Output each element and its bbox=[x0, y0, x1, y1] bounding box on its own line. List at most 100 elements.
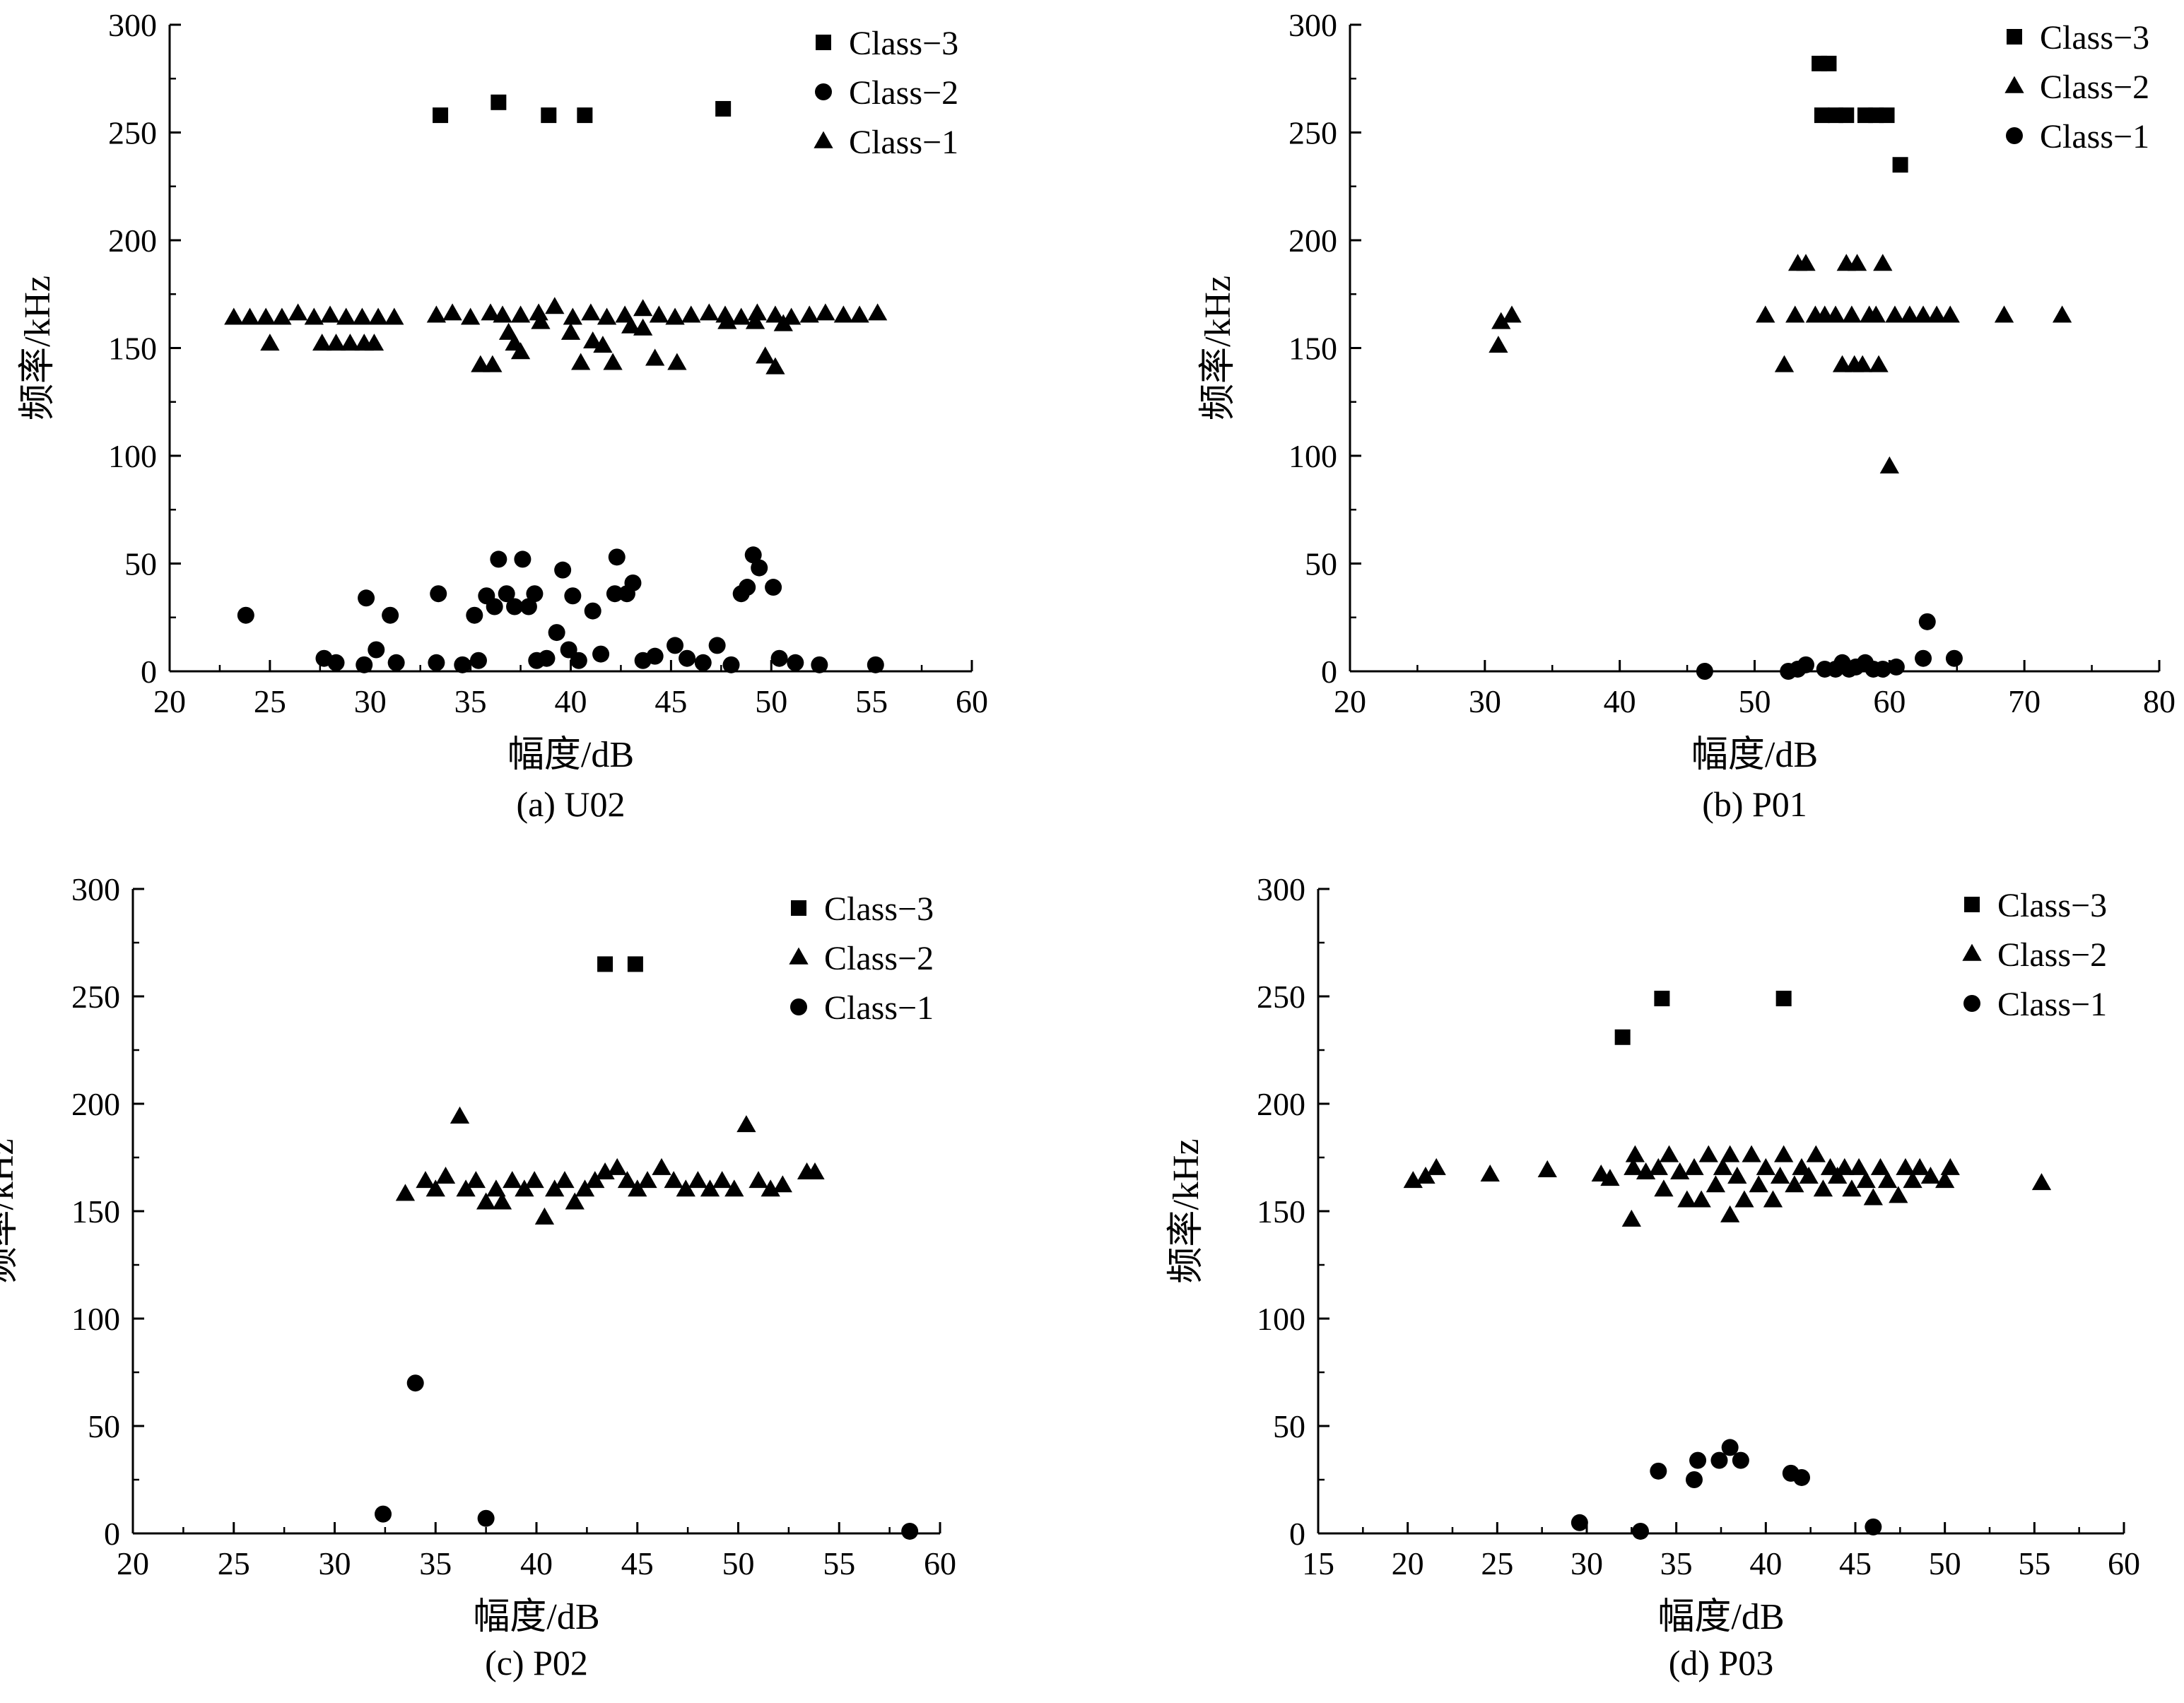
x-tick-label: 35 bbox=[419, 1545, 452, 1581]
data-point-triangle bbox=[652, 1157, 671, 1175]
data-point-square bbox=[433, 107, 449, 124]
data-point-triangle bbox=[1625, 1145, 1645, 1162]
x-tick-label: 20 bbox=[117, 1545, 149, 1581]
data-point-triangle bbox=[493, 305, 512, 323]
data-point-triangle bbox=[2052, 305, 2072, 323]
data-point-triangle bbox=[1785, 305, 1805, 323]
data-point-triangle bbox=[531, 312, 551, 329]
data-point-triangle bbox=[529, 303, 548, 321]
data-point-triangle bbox=[1770, 1167, 1790, 1184]
data-point-circle bbox=[694, 654, 712, 671]
x-tick-label: 20 bbox=[153, 683, 186, 719]
data-point-triangle bbox=[665, 307, 685, 325]
data-point-circle bbox=[1915, 649, 1932, 667]
data-point-triangle bbox=[1670, 1162, 1690, 1179]
data-point-circle bbox=[466, 606, 483, 624]
data-point-circle bbox=[1689, 1451, 1707, 1469]
data-point-triangle bbox=[1900, 305, 1920, 323]
x-tick-label: 55 bbox=[823, 1545, 855, 1581]
data-point-circle bbox=[592, 645, 610, 663]
y-tick-label: 100 bbox=[1288, 438, 1337, 474]
x-axis-title: 幅度/dB bbox=[473, 1597, 599, 1637]
data-point-triangle bbox=[1621, 1209, 1641, 1227]
data-point-square bbox=[1814, 107, 1830, 124]
data-point-triangle bbox=[1684, 1157, 1704, 1175]
data-point-triangle bbox=[384, 307, 404, 325]
data-point-triangle bbox=[476, 1192, 496, 1210]
data-point-triangle bbox=[621, 316, 641, 334]
data-point-circle bbox=[406, 1374, 424, 1392]
x-tick-label: 45 bbox=[654, 683, 687, 719]
data-point-triangle bbox=[336, 307, 356, 325]
data-point-circle bbox=[1696, 663, 1713, 680]
series-square bbox=[1614, 991, 1792, 1045]
data-point-circle bbox=[751, 559, 768, 577]
data-point-circle bbox=[490, 550, 507, 568]
data-point-triangle bbox=[765, 357, 785, 375]
data-point-triangle bbox=[756, 346, 775, 364]
series-triangle bbox=[1403, 1145, 2052, 1227]
legend-label: Class−1 bbox=[849, 124, 958, 161]
data-point-triangle bbox=[545, 1179, 565, 1197]
data-point-triangle bbox=[1832, 355, 1853, 372]
data-point-triangle bbox=[260, 334, 280, 351]
data-point-triangle bbox=[1896, 1157, 1915, 1175]
y-tick-label: 200 bbox=[108, 223, 157, 259]
data-point-triangle bbox=[799, 305, 819, 323]
data-point-circle bbox=[770, 649, 788, 667]
legend: Class−3 Class−2 Class−1 bbox=[2004, 19, 2149, 155]
y-axis-title: 频率/kHz bbox=[0, 1138, 21, 1283]
data-point-triangle bbox=[1828, 1167, 1848, 1184]
y-tick-label: 300 bbox=[71, 871, 120, 907]
data-point-circle bbox=[1874, 660, 1891, 678]
panel-caption: (c) P02 bbox=[485, 1643, 588, 1683]
legend-marker-circle bbox=[790, 998, 807, 1015]
data-point-triangle bbox=[667, 353, 687, 370]
x-tick-label: 30 bbox=[319, 1545, 351, 1581]
data-point-triangle bbox=[320, 305, 340, 323]
data-point-circle bbox=[811, 656, 828, 673]
data-point-circle bbox=[382, 606, 399, 624]
y-tick-label: 50 bbox=[124, 546, 157, 582]
data-point-circle bbox=[514, 550, 532, 568]
data-point-circle bbox=[679, 649, 696, 667]
data-point-triangle bbox=[1416, 1167, 1436, 1184]
data-point-triangle bbox=[1889, 1186, 1908, 1203]
data-point-triangle bbox=[304, 307, 324, 325]
data-point-circle bbox=[548, 624, 565, 642]
data-point-triangle bbox=[676, 1179, 695, 1197]
data-point-triangle bbox=[765, 305, 785, 323]
data-point-triangle bbox=[1879, 456, 1899, 473]
x-tick-label: 40 bbox=[555, 683, 587, 719]
data-point-triangle bbox=[1877, 1171, 1898, 1189]
data-point-circle bbox=[1793, 1468, 1810, 1486]
x-tick-label: 50 bbox=[1929, 1545, 1961, 1581]
x-tick-label: 15 bbox=[1302, 1545, 1334, 1581]
data-point-circle bbox=[667, 637, 684, 654]
x-tick-label: 30 bbox=[354, 683, 387, 719]
data-point-circle bbox=[327, 654, 345, 671]
legend-marker-square bbox=[816, 35, 831, 50]
data-point-triangle bbox=[442, 303, 462, 321]
series-circle bbox=[1696, 613, 1963, 680]
data-point-triangle bbox=[867, 303, 888, 321]
x-axis-title: 幅度/dB bbox=[1657, 1597, 1784, 1637]
x-tick-label: 70 bbox=[2008, 683, 2041, 719]
series-triangle bbox=[1489, 254, 2072, 473]
data-point-circle bbox=[1865, 1518, 1882, 1536]
data-point-triangle bbox=[717, 312, 737, 329]
data-point-circle bbox=[1571, 1514, 1588, 1531]
legend-label: Class−1 bbox=[824, 989, 934, 1027]
data-point-square bbox=[1879, 107, 1895, 124]
y-tick-label: 100 bbox=[1257, 1301, 1305, 1337]
data-point-triangle bbox=[773, 314, 793, 331]
data-point-circle bbox=[498, 585, 515, 603]
legend-label: Class−2 bbox=[824, 940, 934, 977]
data-point-triangle bbox=[603, 353, 623, 370]
series-square bbox=[433, 94, 732, 124]
data-point-square bbox=[1654, 991, 1670, 1007]
data-point-circle bbox=[1710, 1451, 1728, 1469]
data-point-triangle bbox=[312, 334, 332, 351]
data-point-triangle bbox=[1863, 1188, 1883, 1206]
